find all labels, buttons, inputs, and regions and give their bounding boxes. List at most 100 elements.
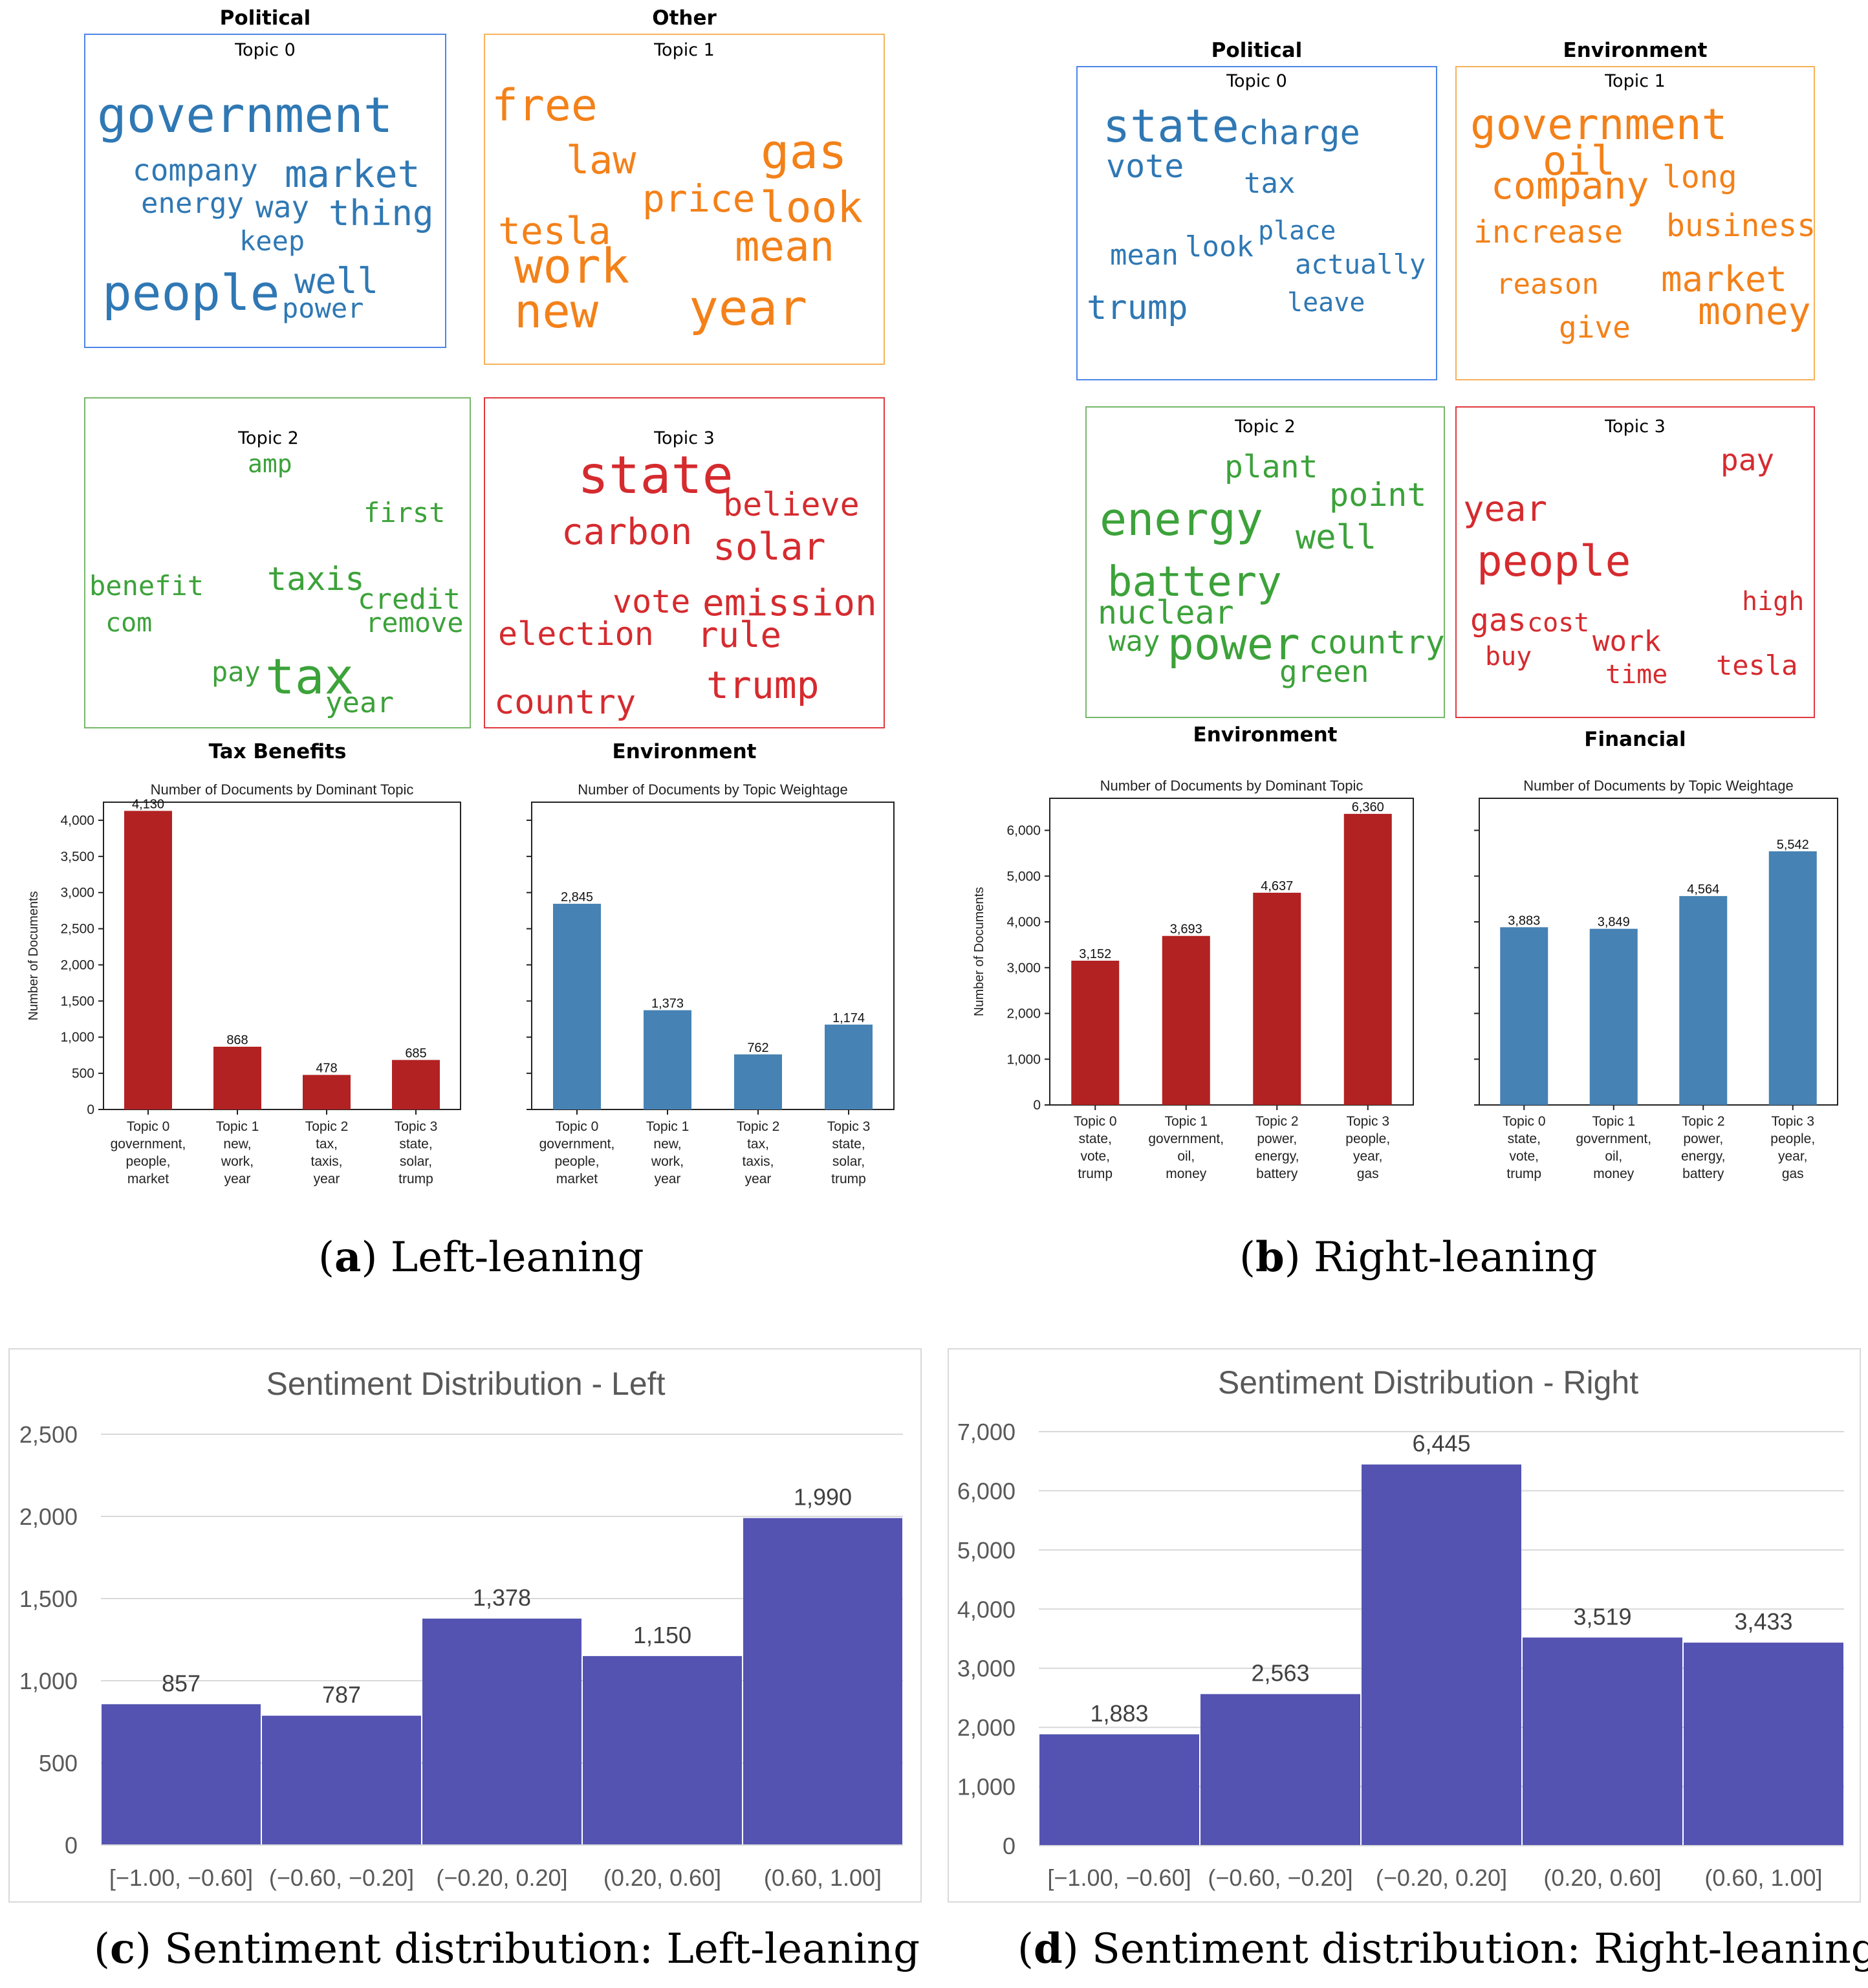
x-tick-label: Topic 1 [216,1119,259,1134]
bar [1768,851,1817,1105]
x-tick-label: (−0.60, −0.20] [1208,1864,1352,1891]
data-label: 3,152 [1079,947,1111,961]
bar [392,1060,440,1109]
data-label: 1,150 [633,1622,691,1648]
wordcloud-word: trump [1087,289,1188,327]
wordcloud-word: solar [713,525,826,569]
wordcloud-left-0-category: Political [219,6,311,30]
wordcloud-word: gas [1470,602,1526,639]
wordcloud-word: trump [706,663,820,707]
wordcloud-word: year [689,279,808,336]
x-tick-label: taxis, [310,1154,342,1169]
wordcloud-word: tax [265,648,354,705]
x-tick-label: Topic 1 [1164,1114,1208,1129]
wordcloud-word: look [1185,230,1254,263]
wordcloud-word: vote [1106,147,1184,185]
chart-title: Number of Documents by Dominant Topic [1100,778,1363,794]
wordcloud-word: nuclear [1098,594,1234,631]
x-tick-label: taxis, [742,1154,774,1169]
y-tick-label: 6,000 [957,1478,1015,1504]
y-tick-label: 4,000 [60,813,94,828]
data-label: 3,883 [1508,913,1540,928]
x-tick-label: trump [398,1172,433,1186]
wordcloud-word: increase [1473,214,1624,250]
wordcloud-left-2 [84,397,471,728]
y-axis-label: Number of Documents [27,891,41,1020]
wordcloud-word: tesla [1716,650,1798,681]
wordcloud-word: country [494,683,636,722]
y-tick-label: 5,000 [957,1537,1015,1564]
x-tick-label: solar, [400,1154,432,1169]
x-tick-label: battery [1682,1166,1724,1181]
caption-a: (a) Left-leaning [318,1233,644,1282]
wordcloud-word: time [1605,660,1668,690]
wordcloud-word: well [294,261,379,301]
wordcloud-word: state [1103,100,1239,153]
data-label: 2,563 [1251,1660,1309,1687]
wordcloud-word: money [1698,289,1811,333]
data-label: 478 [316,1062,337,1076]
x-tick-label: Topic 0 [127,1119,170,1134]
x-tick-label: gas [1357,1166,1379,1181]
x-tick-label: gas [1782,1166,1804,1181]
wordcloud-left-0-title: Topic 0 [235,40,296,60]
bar [303,1075,351,1109]
x-tick-label: trump [831,1172,866,1186]
x-tick-label: year, [1778,1149,1808,1164]
x-tick-label: battery [1256,1166,1298,1181]
chart-title: Sentiment Distribution - Right [1218,1364,1638,1401]
x-tick-label: year [655,1172,681,1186]
y-tick-label: 2,000 [957,1714,1015,1741]
x-tick-label: oil, [1177,1149,1195,1164]
wordcloud-word: charge [1239,114,1360,153]
wordcloud-left-2-category: Tax Benefits [208,740,347,763]
x-tick-label: year [224,1172,251,1186]
y-tick-label: 0 [65,1832,78,1859]
bar [1343,814,1392,1105]
caption-b: (b) Right-leaning [1239,1233,1598,1282]
data-label: 3,849 [1598,915,1630,930]
bar [262,1716,421,1845]
wordcloud-left-3-category: Environment [612,740,757,763]
wordcloud-word: rule [697,615,782,655]
data-label: 1,174 [832,1011,865,1025]
y-tick-label: 7,000 [957,1419,1015,1445]
data-label: 1,883 [1090,1700,1148,1727]
x-tick-label: tax, [316,1137,338,1152]
wordcloud-word: energy [1100,493,1263,546]
bar [1253,892,1301,1105]
x-tick-label: Topic 2 [305,1119,349,1134]
chart-title: Number of Documents by Topic Weightage [1523,778,1793,794]
bar [734,1054,782,1109]
bar [213,1046,261,1109]
wordcloud-word: long [1662,159,1737,195]
wordcloud-word: tesla [498,209,611,253]
x-tick-label: power, [1683,1131,1723,1146]
data-label: 787 [322,1681,361,1708]
wordcloud-word: keep [239,225,305,257]
wordcloud-word: reason [1496,268,1599,301]
x-tick-label: solar, [832,1154,865,1169]
wordcloud-word: leave [1287,288,1365,318]
bar [1523,1637,1682,1846]
wordcloud-word: year [325,686,394,719]
wordcloud-word: green [1279,654,1369,689]
x-tick-label: government, [539,1137,615,1152]
x-tick-label: (−0.60, −0.20] [269,1864,414,1891]
wordcloud-word: pay [1721,442,1775,477]
x-tick-label: power, [1257,1131,1297,1146]
y-tick-label: 2,500 [60,922,94,937]
x-tick-label: [−1.00, −0.60] [109,1864,253,1891]
wordcloud-word: com [105,608,153,638]
x-tick-label: government, [111,1137,186,1152]
y-tick-label: 3,000 [1006,961,1041,976]
wordcloud-word: carbon [561,511,693,553]
bar [1362,1464,1521,1846]
wordcloud-word: vote [613,583,691,620]
wordcloud-word: first [364,497,446,529]
data-label: 3,519 [1573,1603,1631,1630]
wordcloud-right-3-title: Topic 3 [1605,417,1666,437]
x-tick-label: (0.60, 1.00] [1704,1864,1822,1891]
x-tick-label: state, [1508,1131,1541,1146]
wordcloud-word: benefit [89,570,204,602]
